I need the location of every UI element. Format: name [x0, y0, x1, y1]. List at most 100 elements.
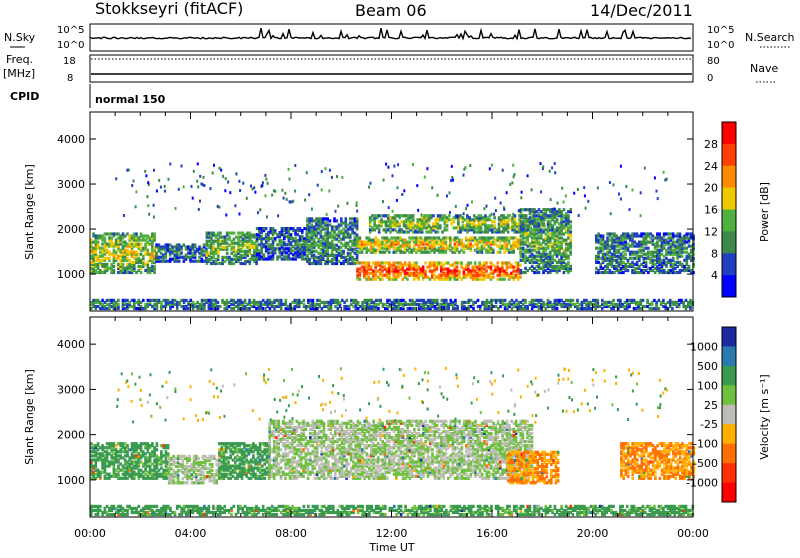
data-cell [492, 264, 495, 267]
data-cell [503, 251, 506, 254]
data-cell [463, 212, 465, 215]
data-cell [244, 234, 247, 237]
data-cell [162, 254, 165, 257]
data-cell [140, 243, 143, 246]
data-cell [467, 239, 470, 242]
data-cell [390, 236, 393, 239]
data-cell [342, 250, 345, 253]
data-cell [567, 261, 570, 264]
colorbar-tick-label: 24 [704, 160, 718, 173]
data-cell [140, 247, 143, 250]
data-cell [640, 214, 642, 217]
data-cell [551, 255, 554, 258]
data-cell [131, 243, 134, 246]
data-cell [643, 247, 646, 250]
data-cell [533, 255, 536, 258]
data-cell [456, 266, 459, 269]
data-cell [379, 278, 382, 281]
data-cell [221, 236, 224, 239]
data-cell [220, 169, 222, 172]
data-cell [485, 261, 488, 264]
data-cell [230, 232, 233, 235]
data-cell [240, 236, 243, 239]
data-cell [556, 234, 559, 237]
data-cell [622, 265, 625, 268]
data-cell [490, 247, 493, 250]
data-cell [235, 301, 238, 304]
data-cell [333, 244, 336, 247]
data-cell [309, 299, 312, 302]
data-cell [278, 231, 281, 234]
data-cell [393, 165, 395, 168]
data-cell [334, 305, 337, 308]
data-cell [540, 216, 543, 219]
data-cell [356, 236, 359, 239]
data-cell [449, 211, 451, 214]
data-cell [678, 303, 681, 306]
data-cell [676, 251, 679, 254]
data-cell [640, 249, 643, 252]
data-cell [285, 235, 288, 238]
data-cell [572, 303, 575, 306]
data-cell [349, 252, 352, 255]
data-cell [647, 251, 650, 254]
data-cell [549, 301, 552, 304]
data-cell [221, 246, 224, 249]
data-cell [392, 216, 395, 219]
data-cell [683, 247, 686, 250]
data-cell [311, 208, 313, 211]
data-cell [612, 303, 615, 306]
data-cell [504, 299, 507, 302]
data-cell [292, 200, 294, 203]
data-cell [308, 258, 311, 261]
data-cell [398, 299, 401, 302]
data-cell [297, 227, 300, 230]
data-cell [413, 307, 416, 310]
data-cell [471, 222, 474, 225]
data-cell [142, 234, 145, 237]
data-cell [147, 181, 149, 184]
data-cell [490, 299, 493, 302]
data-cell [180, 305, 183, 308]
data-cell [538, 234, 541, 237]
data-cell [420, 241, 423, 244]
data-cell [256, 247, 259, 250]
data-cell [446, 224, 449, 227]
data-cell [117, 465, 120, 468]
data-cell [113, 269, 116, 272]
data-cell [240, 254, 243, 257]
data-cell [493, 220, 496, 223]
data-cell [497, 266, 500, 269]
data-cell [444, 226, 447, 229]
data-cell [237, 232, 240, 235]
data-cell [563, 259, 566, 262]
data-cell [427, 305, 430, 308]
data-cell [99, 247, 102, 250]
data-cell [135, 271, 138, 274]
data-cell [198, 208, 200, 211]
data-cell [540, 210, 543, 213]
data-cell [322, 242, 325, 245]
data-cell [585, 303, 588, 306]
data-cell [223, 307, 226, 310]
data-cell [493, 213, 495, 216]
data-cell [113, 452, 116, 455]
data-cell [311, 242, 314, 245]
data-cell [149, 236, 152, 239]
data-cell [520, 259, 523, 262]
data-cell [563, 208, 566, 211]
data-cell [397, 266, 400, 269]
data-cell [223, 301, 226, 304]
date-label: 14/Dec/2011 [590, 1, 693, 20]
data-cell [533, 208, 536, 211]
data-cell [165, 299, 168, 302]
data-cell [180, 299, 183, 302]
freq-tick-bottom: 8 [67, 73, 73, 84]
data-cell [531, 228, 534, 231]
data-cell [510, 264, 513, 267]
data-cell [286, 198, 288, 201]
data-cell [363, 266, 366, 269]
data-cell [321, 301, 324, 304]
data-cell [156, 190, 158, 193]
